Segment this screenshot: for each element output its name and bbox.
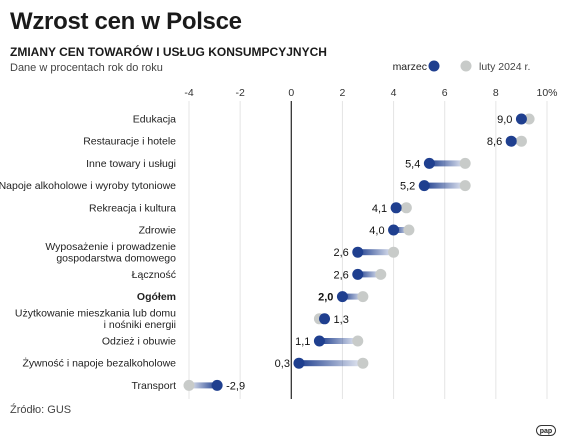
connector-bar: [319, 338, 358, 344]
march-dot: [211, 379, 223, 391]
value-label: 4,0: [369, 225, 384, 237]
value-label: 2,6: [333, 269, 348, 281]
connector-bar: [189, 382, 218, 389]
march-dot: [423, 157, 435, 169]
x-tick-label: 6: [442, 87, 448, 99]
march-dot: [336, 291, 348, 303]
category-label: Odzież i obuwie: [102, 336, 176, 348]
value-label: 1,1: [295, 336, 310, 348]
connector-bar: [393, 227, 409, 233]
category-label: Transport: [131, 380, 176, 392]
category-label: Restauracje i hotele: [83, 136, 176, 148]
value-label: 5,2: [400, 181, 415, 193]
x-axis-ticks: -4 -2 0 2 4 6 8 10%: [184, 87, 557, 99]
march-dot: [352, 268, 364, 280]
feb-dot: [400, 202, 412, 214]
feb-dot: [375, 268, 387, 280]
category-label: Żywność i napoje bezalkoholowe: [22, 357, 176, 370]
category-label: i nośniki energii: [104, 319, 176, 331]
units-note: Dane w procentach rok do roku: [10, 62, 163, 74]
category-label: gospodarstwa domowego: [56, 252, 176, 264]
connector-bar: [424, 182, 466, 189]
feb-dot: [515, 135, 527, 147]
connector-bar: [342, 293, 363, 300]
feb-dot: [357, 357, 369, 369]
march-dot: [390, 202, 402, 214]
category-label: Inne towary i usługi: [86, 158, 176, 170]
x-tick-label: 2: [340, 87, 346, 99]
march-dot: [313, 335, 325, 347]
svg-text:pap: pap: [540, 428, 552, 435]
chart-title: Wzrost cen w Polsce: [10, 8, 242, 35]
value-label: -2,9: [226, 380, 245, 392]
x-tick-label: -4: [184, 87, 193, 99]
legend-march-label: marzec: [393, 61, 427, 73]
x-tick-label: 8: [493, 87, 499, 99]
dumbbell-marks: 9,08,65,45,24,14,02,62,62,01,31,10,3-2,9: [183, 113, 535, 392]
x-tick-label: 4: [391, 87, 397, 99]
category-label: Użytkowanie mieszkania lub domu: [15, 308, 176, 320]
x-tick-label: 0: [288, 87, 294, 99]
feb-dot: [357, 291, 369, 303]
legend-feb-dot: [460, 60, 472, 72]
march-dot: [319, 313, 331, 325]
legend: marzec luty 2024 r.: [393, 60, 530, 73]
category-label: Ogółem: [137, 291, 176, 303]
connector-bar: [429, 160, 466, 167]
feb-dot: [459, 157, 471, 169]
value-label: 4,1: [372, 203, 387, 215]
value-label: 8,6: [487, 136, 502, 148]
value-label: 9,0: [497, 114, 512, 126]
march-dot: [505, 135, 517, 147]
value-label: 0,3: [275, 358, 290, 370]
feb-dot: [183, 379, 195, 391]
feb-dot: [352, 335, 364, 347]
x-tick-label: 10%: [536, 87, 557, 99]
value-label: 2,0: [318, 292, 333, 304]
march-dot: [352, 246, 364, 258]
pap-logo: pap: [536, 425, 556, 436]
march-dot: [515, 113, 527, 125]
category-label: Napoje alkoholowe i wyroby tytoniowe: [0, 180, 176, 192]
source-note: Źródło: GUS: [10, 404, 72, 416]
category-label: Zdrowie: [139, 225, 177, 237]
march-dot: [388, 224, 400, 236]
feb-dot: [523, 113, 535, 125]
value-label: 5,4: [405, 158, 420, 170]
value-label: 1,3: [334, 314, 349, 326]
connector-bar: [357, 249, 394, 256]
category-label: Rekreacja i kultura: [89, 202, 176, 214]
gridlines: [188, 101, 548, 399]
feb-dot: [388, 246, 400, 258]
connector-bar: [298, 360, 363, 367]
category-label: Edukacja: [133, 114, 176, 126]
x-tick-label: -2: [235, 87, 244, 99]
category-label: Wyposażenie i prowadzenie: [45, 241, 176, 253]
category-labels: Edukacja Restauracje i hotele Inne towary …: [0, 114, 176, 392]
legend-feb-label: luty 2024 r.: [479, 61, 530, 73]
feb-dot: [459, 180, 471, 192]
legend-march-dot: [428, 60, 440, 72]
chart-subtitle: ZMIANY CEN TOWARÓW I USŁUG KONSUMPCYJNYC…: [10, 45, 327, 59]
march-dot: [293, 357, 305, 369]
march-dot: [418, 180, 430, 192]
connector-bar: [357, 271, 381, 278]
category-label: Łączność: [132, 269, 176, 281]
feb-dot: [403, 224, 415, 236]
value-label: 2,6: [333, 247, 348, 259]
